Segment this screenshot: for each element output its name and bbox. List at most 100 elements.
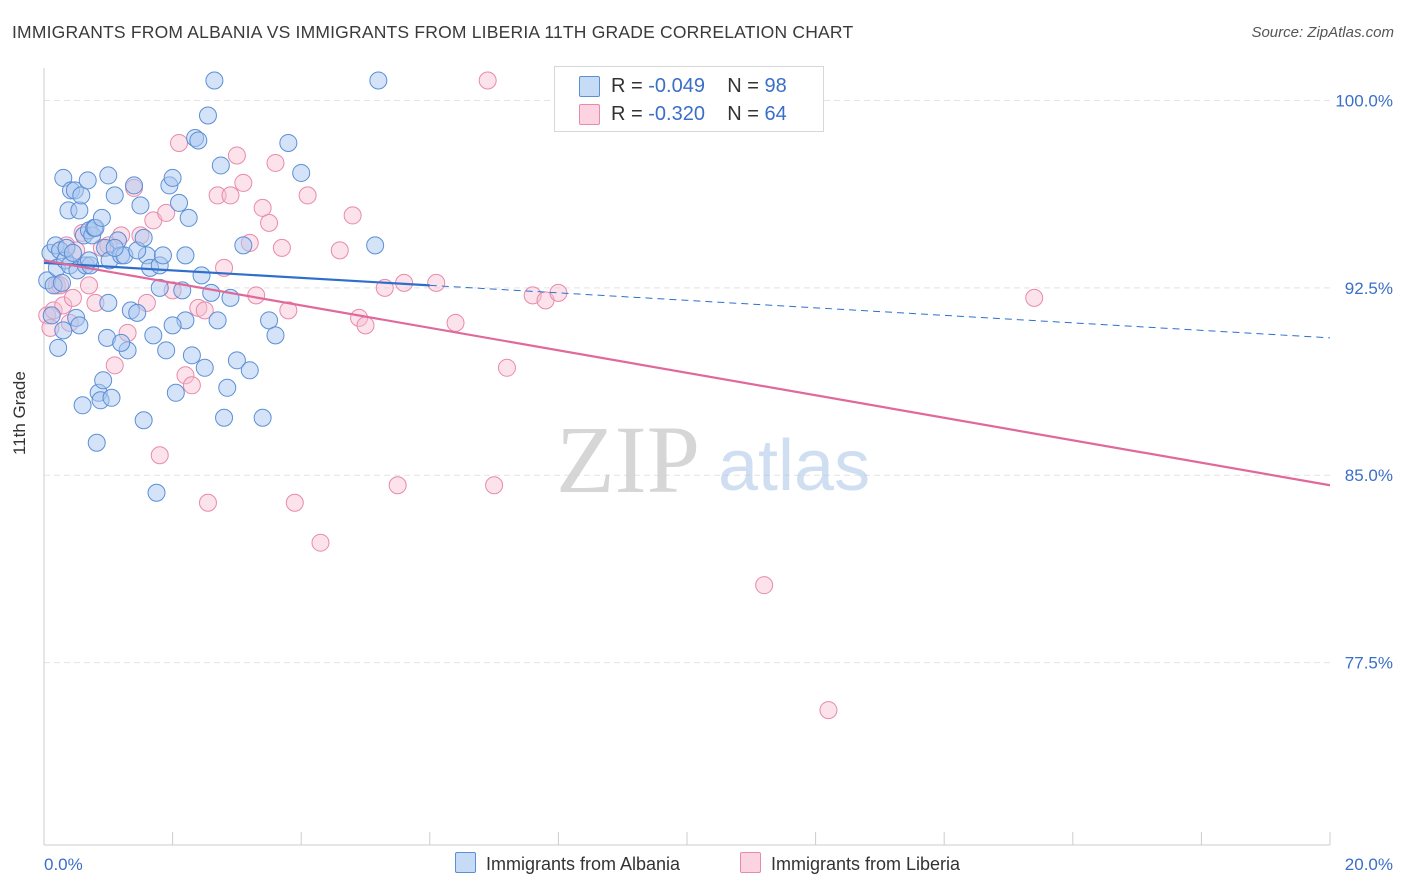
trend-lines — [43, 259, 1331, 487]
albania-point — [99, 293, 118, 312]
albania-point — [292, 163, 311, 182]
albania-point — [53, 273, 72, 292]
albania-point — [166, 383, 185, 402]
liberia-point — [298, 186, 317, 205]
albania-point — [192, 266, 211, 285]
albania-point — [189, 131, 208, 150]
albania-point — [163, 168, 182, 187]
liberia-point — [63, 288, 82, 307]
x-tick-label: 20.0% — [1345, 855, 1393, 874]
liberia-point — [343, 206, 362, 225]
albania-point — [205, 71, 224, 90]
albania-trend-line — [43, 261, 430, 287]
albania-point — [366, 236, 385, 255]
albania-point — [92, 208, 111, 227]
albania-point — [170, 193, 189, 212]
y-axis-label: 11th Grade — [10, 371, 29, 455]
albania-point — [147, 483, 166, 502]
liberia-point — [1025, 288, 1044, 307]
albania-point — [134, 228, 153, 247]
albania-point — [227, 351, 246, 370]
albania-point — [153, 246, 172, 265]
albania-point — [234, 236, 253, 255]
albania-point — [134, 411, 153, 430]
albania-point — [211, 156, 230, 175]
albania-point — [73, 396, 92, 415]
albania-point — [266, 326, 285, 345]
liberia-point — [266, 153, 285, 172]
albania-point — [182, 346, 201, 365]
liberia-point — [279, 301, 298, 320]
albania-point — [54, 321, 73, 340]
albania-point — [99, 166, 118, 185]
albania-point — [105, 238, 124, 257]
liberia-point — [755, 576, 774, 595]
albania-trend-extension — [429, 284, 1331, 339]
albania-point — [70, 201, 89, 220]
albania-r-value: -0.049 — [648, 75, 705, 97]
liberia-point — [485, 476, 504, 495]
albania-point — [102, 388, 121, 407]
liberia-point — [170, 133, 189, 152]
x-tick-label: 0.0% — [44, 855, 83, 874]
albania-point — [105, 186, 124, 205]
albania-point — [63, 243, 82, 262]
albania-point — [215, 408, 234, 427]
albania-r-label: R = — [611, 75, 643, 97]
bottom-albania-swatch — [455, 852, 476, 873]
liberia-point — [80, 276, 99, 295]
liberia-point — [176, 366, 195, 385]
albania-point — [279, 133, 298, 152]
albania-point — [218, 378, 237, 397]
liberia-point — [150, 446, 169, 465]
albania-point — [49, 338, 68, 357]
liberia-point — [198, 493, 217, 512]
liberia-swatch — [579, 104, 600, 125]
y-tick-label: 92.5% — [1345, 279, 1393, 298]
liberia-point — [427, 273, 446, 292]
liberia-points — [38, 71, 1044, 720]
liberia-point — [285, 493, 304, 512]
liberia-point — [157, 203, 176, 222]
albania-point — [144, 326, 163, 345]
albania-point — [42, 306, 61, 325]
y-tick-labels: 77.5% 85.0% 92.5% 100.0% — [1335, 91, 1393, 672]
liberia-point — [182, 376, 201, 395]
albania-point — [240, 361, 259, 380]
watermark: ZIP atlas — [556, 406, 870, 513]
albania-point — [112, 333, 131, 352]
grid — [44, 99, 1330, 664]
albania-point — [150, 278, 169, 297]
albania-point — [208, 311, 227, 330]
albania-n-value: 98 — [764, 75, 787, 97]
albania-n-label: N = — [727, 75, 759, 97]
albania-point — [198, 106, 217, 125]
liberia-r-value: -0.320 — [648, 103, 705, 125]
albania-point — [179, 208, 198, 227]
albania-point — [128, 303, 147, 322]
y-tick-label: 100.0% — [1335, 91, 1393, 110]
albania-point — [260, 311, 279, 330]
bottom-legend-albania: Immigrants from Albania — [455, 852, 680, 876]
chart-source: Source: ZipAtlas.com — [1251, 24, 1394, 41]
albania-point — [87, 433, 106, 452]
liberia-point — [253, 198, 272, 217]
albania-point — [163, 316, 182, 335]
y-tick-label: 85.0% — [1345, 466, 1393, 485]
liberia-point — [54, 296, 73, 315]
liberia-r-label: R = — [611, 103, 643, 125]
albania-swatch — [579, 76, 600, 97]
liberia-n-value: 64 — [764, 103, 787, 125]
chart-title: IMMIGRANTS FROM ALBANIA VS IMMIGRANTS FR… — [12, 22, 854, 42]
liberia-point — [208, 186, 227, 205]
watermark-zip: ZIP — [556, 406, 700, 513]
axes — [43, 68, 1331, 846]
liberia-n-label: N = — [727, 103, 759, 125]
albania-point — [369, 71, 388, 90]
albania-point — [72, 186, 91, 205]
albania-point — [70, 316, 89, 335]
liberia-point — [221, 186, 240, 205]
liberia-point — [497, 358, 516, 377]
albania-point — [131, 196, 150, 215]
liberia-trend-line — [43, 259, 1331, 487]
